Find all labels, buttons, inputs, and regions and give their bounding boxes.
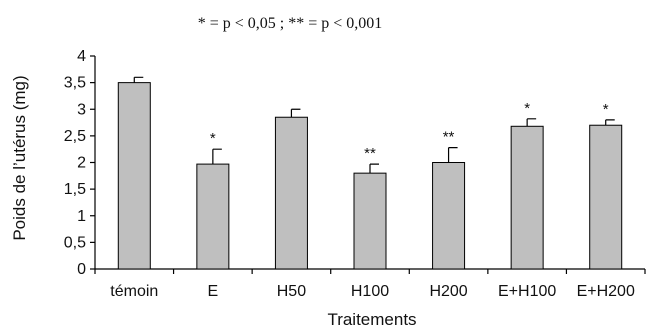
y-tick-label: 1 (77, 208, 86, 225)
y-tick-label: 0 (77, 261, 86, 278)
error-bar (290, 108, 301, 118)
bar-5 (432, 162, 466, 270)
x-tick-label: E (208, 283, 219, 300)
error-bar (133, 76, 144, 83)
bars: ****** * (117, 76, 623, 270)
significance-marker: * (603, 101, 609, 118)
x-tick-label: H50 (277, 283, 306, 300)
error-bar (369, 163, 379, 174)
y-tick-label: 3,5 (64, 75, 86, 92)
y-tick-label: 2 (77, 155, 86, 172)
x-axis-title: Traitements (327, 310, 416, 329)
significance-marker: * (524, 100, 530, 117)
error-bar (605, 119, 615, 126)
x-tick-label: E+H100 (498, 283, 556, 300)
significance-marker: ** (443, 129, 455, 146)
x-tick-label: H200 (429, 283, 467, 300)
y-tick-label: 0,5 (64, 234, 86, 251)
x-tick-label: E+H200 (577, 283, 635, 300)
y-axis-title: Poids de l’utérus (mg) (10, 75, 29, 240)
error-bar (212, 148, 222, 165)
bar-7 (589, 124, 623, 270)
significance-marker: ** (364, 145, 376, 162)
bar-4 (353, 172, 387, 270)
y-tick-labels: 0 0,5 1 1,5 2 2,5 3 3,5 4 (64, 48, 86, 278)
error-bar (447, 146, 458, 163)
y-tick-label: 2,5 (64, 128, 86, 145)
y-tick-label: 1,5 (64, 181, 86, 198)
y-axis (90, 55, 96, 270)
x-tick-label: témoin (110, 283, 158, 300)
y-tick-label: 4 (77, 48, 86, 65)
x-axis (94, 268, 646, 274)
bar-1 (117, 82, 151, 270)
x-tick-label: H100 (351, 283, 389, 300)
significance-note: * = p < 0,05 ; ** = p < 0,001 (198, 15, 383, 32)
x-tick-labels: témoin E H50 H100 H200 E+H100 E+H200 (110, 283, 635, 300)
y-tick-label: 3 (77, 101, 86, 118)
error-bar (526, 118, 537, 127)
significance-marker: * (210, 130, 216, 147)
bar-6 (510, 125, 544, 270)
bar-3 (274, 116, 308, 270)
bar-2 (196, 163, 230, 270)
